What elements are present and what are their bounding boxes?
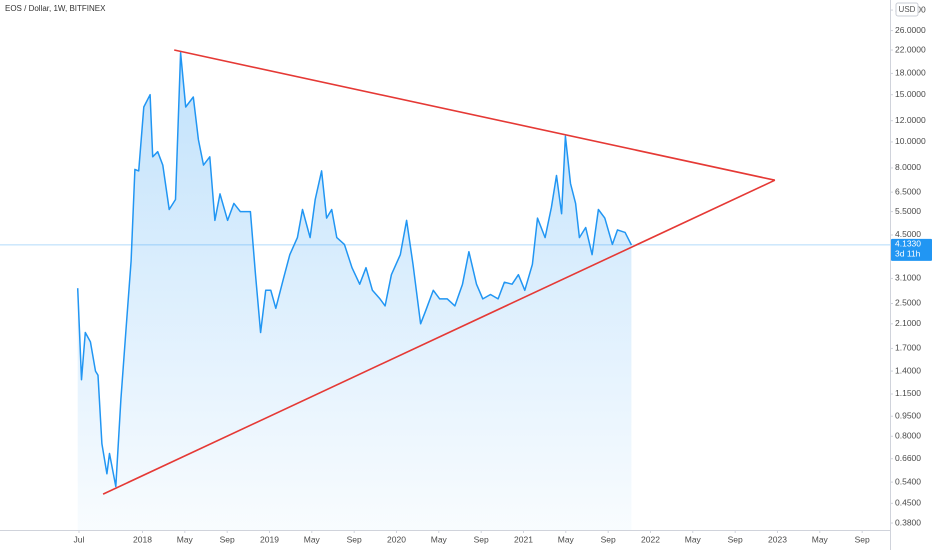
y-tick-label: 0.3800 [895, 517, 921, 527]
y-tick-label: 4.5000 [895, 229, 921, 239]
y-tick-label: 15.0000 [895, 89, 926, 99]
y-tick-label: 0.4500 [895, 498, 921, 508]
currency-label: USD [899, 5, 916, 14]
x-tick-label: 2020 [387, 534, 406, 544]
chart-title: EOS / Dollar, 1W, BITFINEX [5, 4, 106, 13]
price-line [76, 51, 633, 488]
price-area [77, 52, 632, 530]
y-tick-label: 1.1500 [895, 388, 921, 398]
last-price-box [891, 238, 932, 261]
trendline [102, 179, 776, 495]
y-tick-label: 0.8000 [895, 431, 921, 441]
trendline [174, 49, 776, 181]
y-tick-label: 1.4000 [895, 365, 921, 375]
last-price-label: 4.1330 [895, 239, 921, 249]
x-tick-label: 2019 [260, 534, 279, 544]
y-tick-label: 12.0000 [895, 115, 926, 125]
x-tick-label: May [812, 534, 829, 544]
y-tick-label: 8.0000 [895, 162, 921, 172]
x-tick-label: Sep [220, 534, 235, 544]
y-tick-label: 18.0000 [895, 68, 926, 78]
x-tick-label: May [177, 534, 194, 544]
x-tick-label: Sep [601, 534, 616, 544]
x-tick-label: Sep [474, 534, 489, 544]
x-tick-label: May [431, 534, 448, 544]
y-tick-label: 0.9500 [895, 411, 921, 421]
y-tick-label: 2.5000 [895, 298, 921, 308]
y-tick-label: 22.0000 [895, 44, 926, 54]
y-tick-label: 6.5000 [895, 186, 921, 196]
x-tick-label: Sep [728, 534, 743, 544]
last-price-countdown: 3d 11h [895, 249, 921, 259]
y-tick-label: 1.7000 [895, 343, 921, 353]
y-tick-label: 10.0000 [895, 136, 926, 146]
y-tick-label: 0.6600 [895, 453, 921, 463]
y-tick-label: 0.5400 [895, 476, 921, 486]
x-tick-label: Sep [855, 534, 870, 544]
x-tick-label: Sep [347, 534, 362, 544]
x-tick-label: 2023 [768, 534, 787, 544]
y-tick-label: 26.0000 [895, 25, 926, 35]
currency-badge [895, 2, 919, 17]
y-tick-label: 2.1000 [895, 318, 921, 328]
x-tick-label: May [685, 534, 702, 544]
x-tick-label: 2022 [641, 534, 660, 544]
x-tick-label: May [558, 534, 575, 544]
x-tick-label: May [304, 534, 321, 544]
x-tick-label: 2018 [133, 534, 152, 544]
x-tick-label: 2021 [514, 534, 533, 544]
x-tick-label: Jul [74, 534, 85, 544]
y-tick-label: 5.5000 [895, 206, 921, 216]
y-tick-label: 3.1000 [895, 273, 921, 283]
